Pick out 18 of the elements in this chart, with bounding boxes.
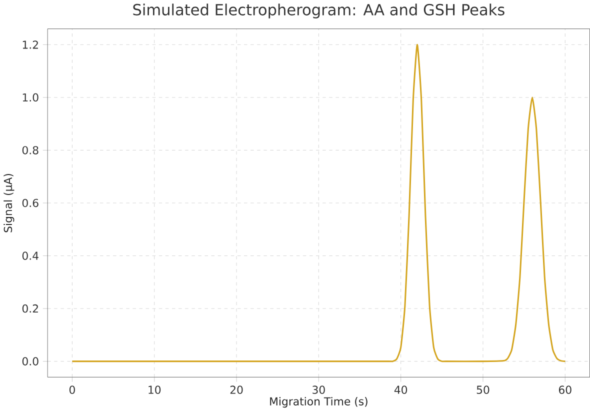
y-axis-title: Signal (µA) [4, 174, 14, 232]
y-tick-label: 0.4 [22, 252, 38, 260]
x-tick-label: 40 [394, 386, 408, 394]
x-tick-label: 0 [69, 386, 75, 394]
x-axis-title: Migration Time (s) [270, 396, 368, 408]
y-tick-label: 0.6 [22, 198, 38, 207]
x-tick-label: 60 [558, 386, 572, 394]
y-tick-label: 1.0 [22, 93, 38, 102]
y-tick-label: 0.0 [22, 357, 38, 366]
x-tick-label: 30 [312, 386, 325, 394]
y-tick-label: 0.8 [22, 146, 38, 154]
y-tick-label: 0.2 [22, 304, 38, 313]
line-series [71, 44, 566, 362]
x-tick-label: 50 [476, 386, 490, 394]
x-tick-label: 10 [148, 386, 161, 394]
y-tick-label: 1.2 [22, 40, 38, 49]
chart-title: Simulated Electropherogram: AA and GSH Peaks [133, 4, 504, 18]
x-tick-label: 20 [230, 386, 243, 394]
